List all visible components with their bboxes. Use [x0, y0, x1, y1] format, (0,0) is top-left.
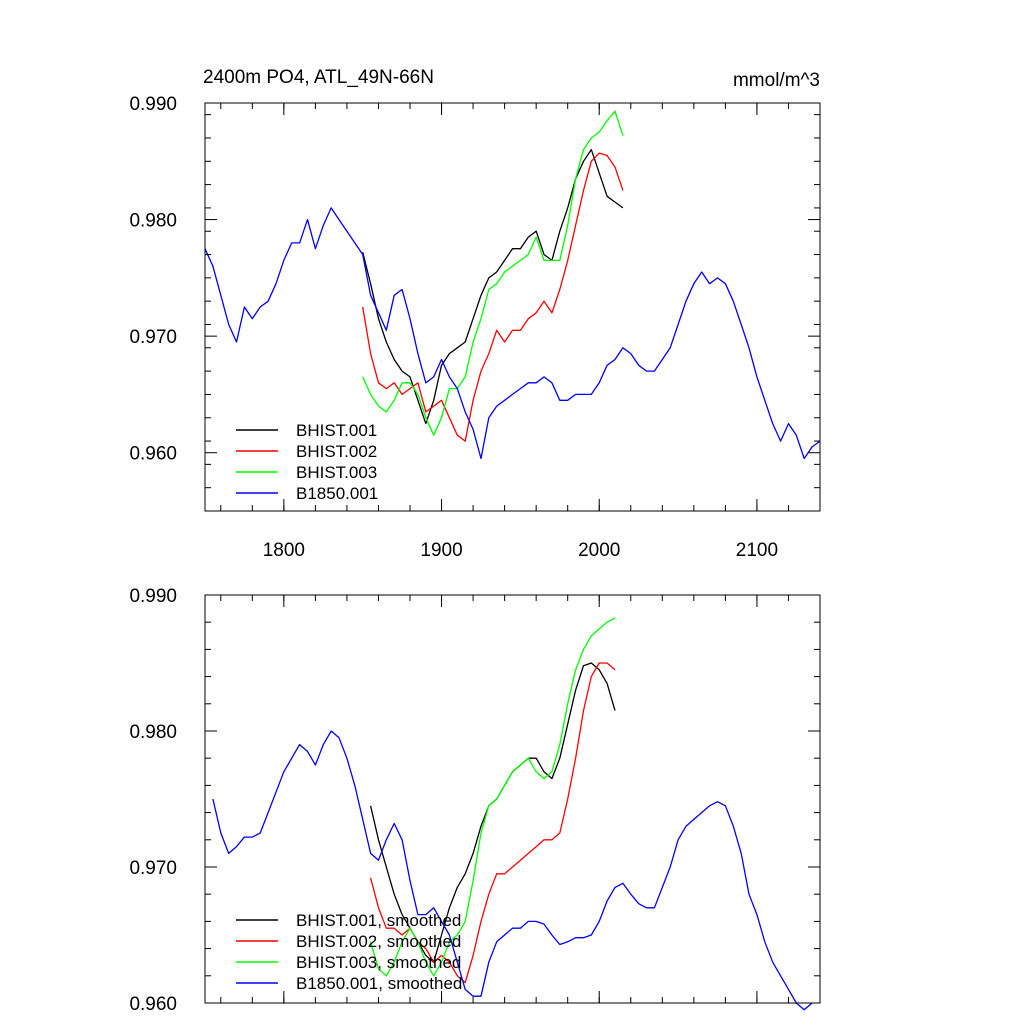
- series-line-bhist-003: [362, 110, 624, 436]
- series-line-bhist-002: [362, 152, 624, 442]
- legend-label: BHIST.001: [296, 421, 377, 440]
- legend: BHIST.001, smoothed BHIST.002, smoothed BH…: [236, 911, 462, 993]
- x-tick-label: 1800: [263, 540, 305, 561]
- y-tick-label: 0.980: [129, 211, 177, 232]
- series-line-bhist-003-smoothed: [369, 617, 616, 977]
- y-tick-label: 0.990: [129, 586, 177, 607]
- series-line-b1850-001-smoothed: [212, 730, 813, 1011]
- legend-label: BHIST.001, smoothed: [296, 911, 461, 930]
- legend-label: BHIST.002: [296, 442, 377, 461]
- series-line-bhist-001: [362, 148, 624, 425]
- bottom-panel: 0.960 0.970 0.980 0.990 BHIST.001, smoothed…: [129, 586, 821, 1015]
- y-tick-label: 0.960: [129, 444, 177, 465]
- legend-label: BHIST.003: [296, 463, 377, 482]
- y-tick-label: 0.970: [129, 327, 177, 348]
- tick-labels: 0.960 0.970 0.980 0.990: [129, 586, 177, 1015]
- y-tick-label: 0.980: [129, 722, 177, 743]
- legend-label: B1850.001: [296, 484, 378, 503]
- top-panel: 2400m PO4, ATL_49N-66N mmol/m^3 0.9600.9…: [129, 67, 821, 561]
- chart-title: 2400m PO4, ATL_49N-66N: [203, 67, 434, 88]
- x-tick-label: 1900: [420, 540, 462, 561]
- x-tick-label: 2100: [736, 540, 778, 561]
- legend-label: BHIST.002, smoothed: [296, 932, 461, 951]
- x-tick-label: 2000: [578, 540, 620, 561]
- plot-frame: [204, 102, 821, 512]
- series-lines: [212, 617, 813, 1011]
- y-tick-label: 0.970: [129, 858, 177, 879]
- y-tick-label: 0.960: [129, 994, 177, 1015]
- tick-labels: 0.960 0.970 0.980 0.990 1800 1900 2000 2100: [129, 94, 778, 561]
- units-label: mmol/m^3: [733, 70, 820, 91]
- series-lines: [204, 110, 821, 460]
- legend-label: B1850.001, smoothed: [296, 974, 462, 993]
- plot-frame: [204, 594, 821, 1004]
- legend-label: BHIST.003, smoothed: [296, 953, 461, 972]
- series-line-b1850-001: [204, 207, 821, 460]
- y-tick-label: 0.990: [129, 94, 177, 115]
- legend: BHIST.001 BHIST.002 BHIST.003 B1850.001: [236, 421, 378, 503]
